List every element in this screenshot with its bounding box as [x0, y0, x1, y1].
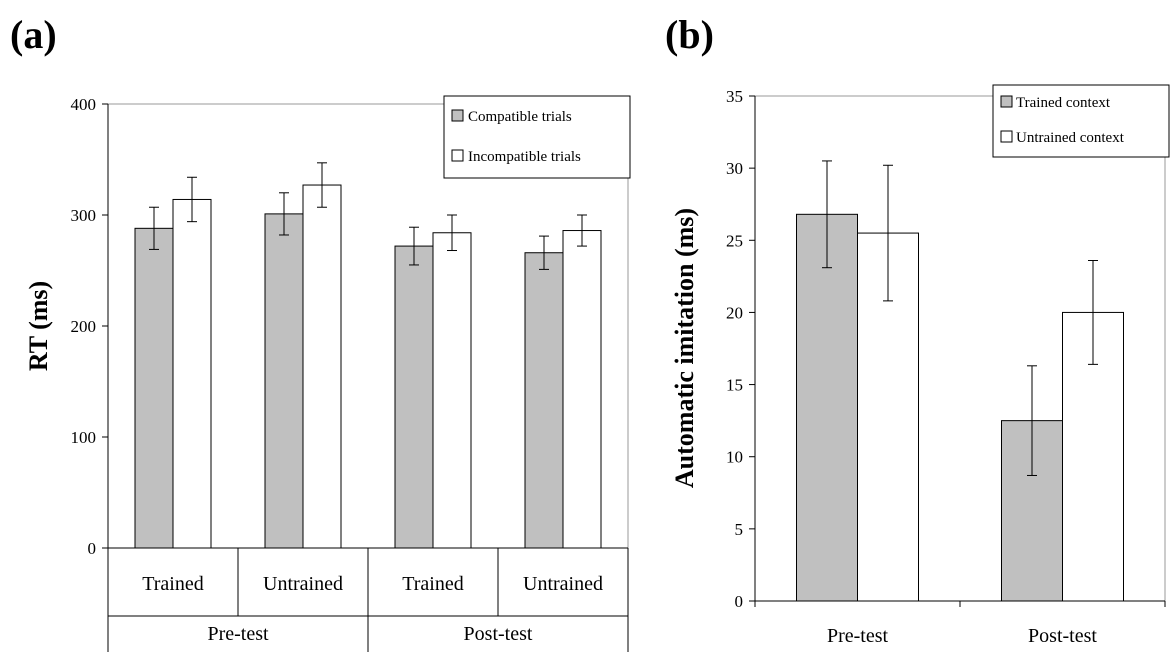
panel-b-legend-box: [992, 84, 1170, 158]
bar: [134, 227, 174, 549]
bar: [302, 184, 342, 549]
panel-a-chart: 0 100 200 300 400 Trained Untrained Trained Unt…: [24, 95, 631, 652]
panel-a-legend: Compatible trials Incompatible trials: [443, 95, 631, 179]
legend-label-incompatible: Incompatible trials: [468, 149, 581, 165]
y-tick-label: 30: [726, 159, 743, 178]
error-bar: [1088, 259, 1098, 365]
panel-a-legend-box: [443, 95, 631, 179]
legend-label-compatible: Compatible trials: [468, 109, 572, 125]
y-tick-label: 10: [726, 448, 743, 467]
y-tick-label: 0: [88, 539, 97, 558]
x-category-label: Trained: [142, 573, 203, 595]
y-tick-label: 400: [71, 95, 97, 114]
x-category-label: Pre-test: [827, 625, 889, 647]
panel-b-y-axis-title: Automatic imitation (ms): [670, 208, 699, 488]
bar: [394, 245, 434, 549]
x-group-label: Post-test: [464, 623, 533, 645]
legend-swatch-compatible: [451, 109, 464, 122]
x-category-label: Post-test: [1028, 625, 1097, 647]
bar: [524, 252, 564, 549]
x-category-label: Untrained: [263, 573, 343, 595]
bar: [432, 232, 472, 549]
error-bar: [317, 162, 327, 208]
error-bar: [187, 176, 197, 223]
bar: [562, 230, 602, 549]
y-tick-label: 100: [71, 428, 97, 447]
error-bar: [447, 214, 457, 252]
y-tick-label: 20: [726, 303, 743, 322]
legend-label-trained-context: Trained context: [1016, 95, 1111, 111]
legend-swatch-incompatible: [451, 149, 464, 162]
bar: [172, 198, 212, 549]
legend-swatch-untrained-context: [1000, 130, 1013, 143]
y-tick-label: 15: [726, 376, 743, 395]
bar: [264, 213, 304, 549]
panel-b-label: (b): [665, 12, 714, 57]
error-bar: [822, 160, 832, 269]
panel-a-label: (a): [10, 12, 57, 57]
error-bar: [279, 192, 289, 236]
y-tick-label: 0: [735, 592, 744, 611]
error-bar: [409, 226, 419, 266]
panel-a-y-axis-title: RT (ms): [24, 281, 53, 371]
panel-b-legend: Trained context Untrained context: [992, 84, 1170, 158]
y-tick-label: 300: [71, 206, 97, 225]
error-bar: [539, 235, 549, 270]
error-bar: [149, 206, 159, 250]
y-tick-label: 35: [726, 87, 743, 106]
legend-swatch-trained-context: [1000, 95, 1013, 108]
error-bar: [1027, 365, 1037, 476]
legend-label-untrained-context: Untrained context: [1016, 130, 1125, 146]
y-tick-label: 25: [726, 231, 743, 250]
y-tick-label: 200: [71, 317, 97, 336]
error-bar: [577, 214, 587, 247]
x-category-label: Trained: [402, 573, 463, 595]
bar: [796, 213, 858, 602]
x-category-label: Untrained: [523, 573, 603, 595]
y-tick-label: 5: [735, 520, 744, 539]
x-group-label: Pre-test: [207, 623, 269, 645]
error-bar: [883, 164, 893, 302]
panel-b-chart: 0 5 10 15 20 25 30 35 Pre-test Post-test Automat…: [670, 84, 1170, 647]
